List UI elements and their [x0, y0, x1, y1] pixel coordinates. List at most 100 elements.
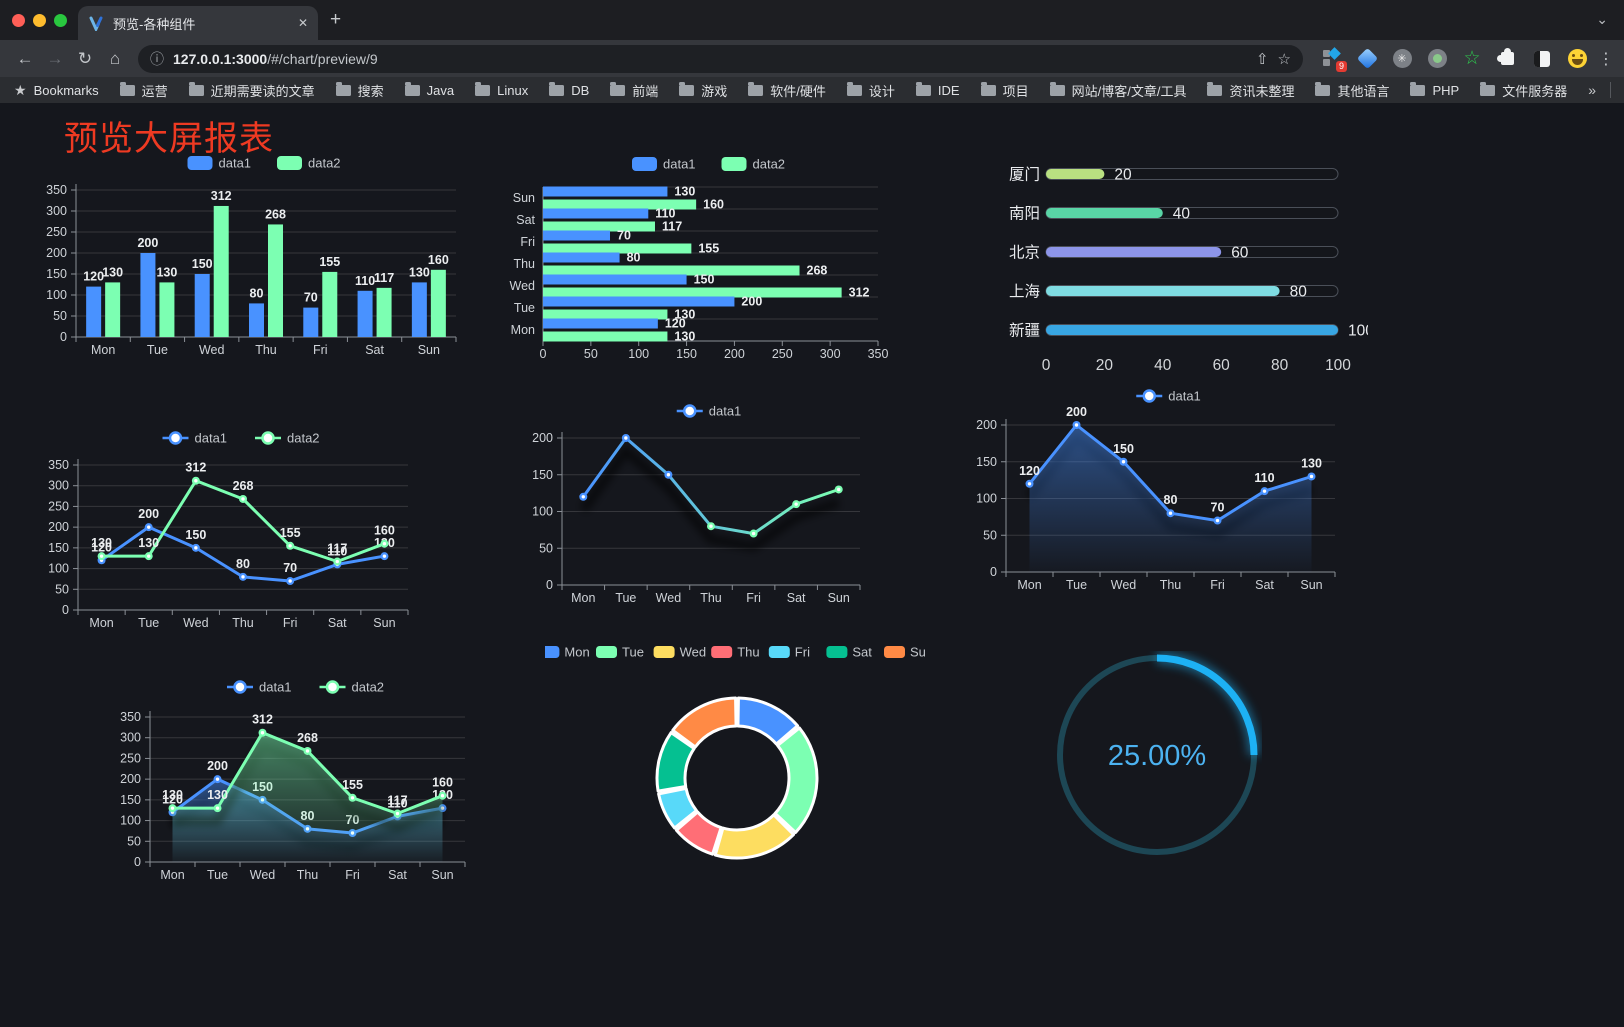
svg-text:Sat: Sat: [328, 616, 347, 630]
bookmark-folder[interactable]: 近期需要读的文章: [188, 81, 315, 100]
bookmark-folder[interactable]: IDE: [915, 81, 960, 100]
chart-line-dual: 0 50 100 150 200 250 300 350 Mon Tue Wed Thu Fri Sat S…: [40, 428, 420, 640]
extensions-row: 9 ✳ ☆: [1321, 46, 1588, 72]
bookmark-folder[interactable]: 文件服务器: [1480, 81, 1567, 100]
svg-text:110: 110: [1254, 471, 1274, 485]
share-icon[interactable]: ⇧: [1255, 50, 1269, 68]
minimize-window-button[interactable]: [33, 14, 46, 27]
svg-text:110: 110: [387, 796, 407, 810]
bookmark-folder[interactable]: 网站/博客/文章/工具: [1049, 81, 1187, 100]
folder-icon: [1049, 81, 1065, 96]
svg-text:130: 130: [674, 330, 695, 344]
extension-sidebar-icon[interactable]: [1531, 48, 1553, 70]
svg-text:100: 100: [1348, 323, 1368, 340]
bookmark-folder-label: 其他语言: [1337, 83, 1390, 99]
svg-text:50: 50: [584, 347, 598, 361]
svg-text:data1: data1: [259, 680, 292, 695]
chart-line-gradient: 0 50 100 150 200 Mon Tue Wed Thu Fri Sat Sun data1: [528, 400, 876, 614]
reload-button[interactable]: ↻: [77, 48, 93, 68]
svg-text:Thu: Thu: [255, 343, 277, 357]
svg-text:300: 300: [48, 479, 69, 493]
svg-text:20: 20: [1096, 357, 1114, 374]
svg-text:25.00%: 25.00%: [1108, 740, 1206, 772]
tab-search-chevron-icon[interactable]: ⌄: [1596, 11, 1608, 27]
svg-text:Thu: Thu: [700, 591, 722, 605]
bookmark-folder[interactable]: PHP: [1410, 81, 1459, 100]
home-button[interactable]: ⌂: [109, 48, 121, 68]
bookmark-folder[interactable]: 其他语言: [1315, 81, 1389, 100]
browser-menu-icon[interactable]: ⋮: [1598, 50, 1614, 68]
bookmark-folder[interactable]: 前端: [610, 81, 658, 100]
url-text[interactable]: 127.0.0.1:3000/#/chart/preview/9: [173, 51, 378, 67]
bookmark-folder[interactable]: 游戏: [679, 81, 727, 100]
extensions-puzzle-icon[interactable]: [1496, 48, 1518, 70]
address-bar[interactable]: ⓘ 127.0.0.1:3000/#/chart/preview/9 ⇧ ☆: [138, 44, 1303, 73]
svg-text:80: 80: [1290, 284, 1308, 301]
bookmark-folder[interactable]: 项目: [980, 81, 1029, 100]
chart-line-area-dual: 0 50 100 150 200 250 300 350 Mon Tue Wed Thu Fri Sat S…: [95, 678, 475, 892]
extension-gem-icon[interactable]: [1356, 47, 1378, 70]
bookmark-folder[interactable]: Java: [404, 81, 454, 100]
svg-text:Sun: Sun: [513, 191, 535, 205]
svg-text:70: 70: [283, 561, 297, 575]
svg-text:130: 130: [138, 536, 159, 550]
svg-text:120: 120: [91, 540, 112, 554]
svg-text:Sat: Sat: [852, 645, 872, 660]
svg-text:50: 50: [127, 834, 141, 848]
close-window-button[interactable]: [12, 14, 25, 27]
folder-icon: [475, 81, 491, 96]
svg-text:Sat: Sat: [787, 591, 806, 605]
extension-star-icon[interactable]: ☆: [1463, 48, 1481, 69]
svg-text:100: 100: [120, 814, 141, 828]
svg-text:Thu: Thu: [232, 616, 254, 630]
svg-text:Sun: Sun: [910, 645, 925, 660]
svg-text:268: 268: [297, 731, 318, 745]
tab-title: 预览-各种组件: [113, 16, 196, 32]
new-tab-button[interactable]: +: [330, 9, 342, 30]
extension-emoji-icon[interactable]: [1566, 48, 1588, 70]
browser-tab[interactable]: 预览-各种组件 ✕: [78, 6, 318, 40]
bookmark-star-icon[interactable]: ☆: [1277, 50, 1291, 68]
bookmark-folder[interactable]: 搜索: [335, 81, 384, 100]
extension-dot-icon[interactable]: [1426, 48, 1448, 70]
bookmark-folder[interactable]: 设计: [846, 81, 895, 100]
tab-favicon: [89, 16, 103, 31]
bookmark-folder[interactable]: DB: [549, 81, 589, 100]
svg-text:110: 110: [327, 544, 347, 558]
svg-text:0: 0: [540, 347, 547, 361]
svg-text:Mon: Mon: [160, 868, 184, 882]
tab-close-icon[interactable]: ✕: [297, 16, 308, 30]
svg-text:312: 312: [211, 189, 232, 203]
bookmark-folder-label: 网站/博客/文章/工具: [1071, 83, 1187, 99]
chart-bar-grouped: 0 50 100 150 200 250 300 350 Mon Tue Wed Thu Fri Sat S…: [36, 150, 466, 368]
folder-icon: [335, 81, 351, 96]
bookmarks-overflow-chevron[interactable]: »: [1588, 82, 1597, 98]
svg-text:80: 80: [236, 557, 250, 571]
folder-icon: [119, 81, 135, 96]
maximize-window-button[interactable]: [54, 14, 67, 27]
svg-text:Wed: Wed: [656, 591, 682, 605]
svg-text:data1: data1: [219, 156, 252, 171]
forward-button[interactable]: →: [46, 48, 64, 68]
bookmark-folder[interactable]: 资讯未整理: [1207, 81, 1294, 100]
back-button[interactable]: ←: [16, 48, 34, 68]
extension-grid-icon[interactable]: 9: [1321, 46, 1347, 72]
site-info-icon[interactable]: ⓘ: [150, 50, 164, 67]
svg-text:北京: 北京: [1009, 244, 1040, 262]
bookmark-folder[interactable]: Linux: [475, 81, 528, 100]
bookmark-folder[interactable]: 软件/硬件: [748, 81, 826, 100]
bookmarks-root-label: Bookmarks: [33, 82, 99, 98]
svg-text:300: 300: [120, 731, 141, 745]
extension-command-icon[interactable]: ✳: [1391, 48, 1413, 70]
svg-text:Wed: Wed: [183, 616, 209, 630]
bookmark-folder[interactable]: 运营: [119, 81, 168, 100]
svg-text:Sun: Sun: [828, 591, 850, 605]
svg-text:Mon: Mon: [91, 343, 115, 357]
svg-text:160: 160: [374, 524, 395, 538]
svg-text:Mon: Mon: [511, 323, 535, 337]
bookmarks-root[interactable]: ★ Bookmarks: [14, 82, 99, 99]
svg-text:100: 100: [1325, 357, 1351, 374]
bookmarks-divider: [1610, 82, 1612, 98]
svg-text:0: 0: [546, 578, 553, 592]
svg-text:312: 312: [849, 286, 870, 300]
